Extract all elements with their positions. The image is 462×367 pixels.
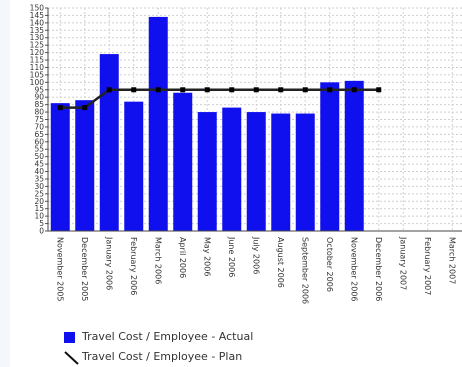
- y-tick-label: 5: [39, 219, 44, 228]
- plan-marker: [278, 87, 284, 93]
- y-tick-label: 135: [30, 26, 45, 35]
- x-tick-label: February 2006: [129, 237, 138, 295]
- y-tick-label: 80: [34, 108, 44, 117]
- x-tick-label: September 2006: [300, 237, 309, 304]
- y-tick-label: 110: [30, 63, 45, 72]
- y-tick-label: 95: [34, 85, 44, 94]
- x-tick-label: November 2005: [55, 237, 64, 302]
- y-tick-label: 125: [30, 41, 45, 50]
- y-tick-label: 40: [34, 167, 44, 176]
- x-tick-label: December 2006: [374, 237, 383, 301]
- bar: [148, 16, 168, 232]
- y-tick-label: 140: [30, 18, 45, 27]
- x-tick-label: July 2006: [251, 236, 260, 274]
- plan-marker: [204, 87, 210, 93]
- bar: [75, 100, 95, 231]
- y-tick-label: 35: [34, 174, 44, 183]
- plan-marker: [131, 87, 137, 93]
- x-tick-label: May 2006: [202, 237, 211, 276]
- y-tick-label: 30: [34, 182, 44, 191]
- travel-cost-chart: 0510152025303540455055606570758085909510…: [30, 4, 462, 304]
- chart-panel: 0 5 10 15 20 25 30 35 40 45 50 55 60 65 70 75 80 85 90 95 10…: [10, 0, 462, 367]
- y-tick-label: 85: [34, 100, 44, 109]
- y-tick-label: 60: [34, 137, 44, 146]
- x-tick-label: November 2006: [349, 237, 358, 302]
- plan-marker: [155, 87, 161, 93]
- plan-marker: [376, 87, 382, 93]
- x-tick-label: January 2006: [104, 236, 113, 290]
- x-tick-label: January 2007: [398, 236, 407, 290]
- x-tick-label: December 2005: [80, 237, 89, 301]
- y-tick-label: 75: [34, 115, 44, 124]
- plan-marker: [106, 87, 112, 93]
- y-tick-label: 70: [34, 122, 44, 131]
- bar: [295, 113, 315, 231]
- y-tick-label: 145: [30, 11, 45, 20]
- x-tick-label: March 2007: [447, 237, 456, 284]
- plan-marker: [180, 87, 186, 93]
- plan-line: [60, 88, 379, 109]
- y-tick-label: 65: [34, 130, 44, 139]
- legend-swatch-actual: [64, 332, 75, 343]
- plan-marker: [351, 87, 357, 93]
- bar: [124, 101, 144, 231]
- bar: [50, 103, 70, 231]
- y-tick-label: 15: [34, 204, 44, 213]
- y-tick-label: 45: [34, 160, 44, 169]
- legend-label-plan: Travel Cost / Employee - Plan: [82, 350, 243, 363]
- y-tick-label: 20: [34, 197, 44, 206]
- y-tick-label: 150: [30, 4, 45, 13]
- y-tick-label: 130: [30, 33, 45, 42]
- y-tick-label: 115: [30, 56, 45, 65]
- y-tick-label: 100: [30, 78, 45, 87]
- bar: [173, 92, 193, 232]
- x-tick-label: March 2006: [153, 237, 162, 284]
- plan-marker: [229, 87, 235, 93]
- bar: [246, 112, 266, 231]
- bar: [271, 113, 291, 231]
- y-tick-label: 0: [39, 227, 44, 236]
- y-tick-label: 120: [30, 48, 45, 57]
- bar: [99, 54, 119, 231]
- y-tick-label: 50: [34, 152, 44, 161]
- legend-line-plan-icon: [64, 351, 79, 365]
- y-tick-label: 10: [34, 212, 44, 221]
- plan-marker: [253, 87, 259, 93]
- plan-marker: [82, 105, 88, 111]
- y-tick-label: 90: [34, 93, 44, 102]
- plan-marker: [57, 105, 63, 111]
- x-tick-label: June 2006: [227, 236, 236, 277]
- y-tick-label: 105: [30, 70, 45, 79]
- x-tick-label: August 2006: [276, 237, 285, 288]
- plan-marker: [302, 87, 308, 93]
- y-tick-label: 25: [34, 189, 44, 198]
- x-tick-label: April 2006: [178, 237, 187, 278]
- bar: [222, 107, 242, 231]
- bar: [344, 80, 364, 231]
- x-tick-label: February 2007: [423, 237, 432, 295]
- bar: [197, 112, 217, 231]
- y-tick-label: 55: [34, 145, 44, 154]
- bar: [320, 82, 340, 231]
- x-tick-label: October 2006: [325, 237, 334, 292]
- legend-label-actual: Travel Cost / Employee - Actual: [82, 330, 254, 343]
- plan-marker: [327, 87, 333, 93]
